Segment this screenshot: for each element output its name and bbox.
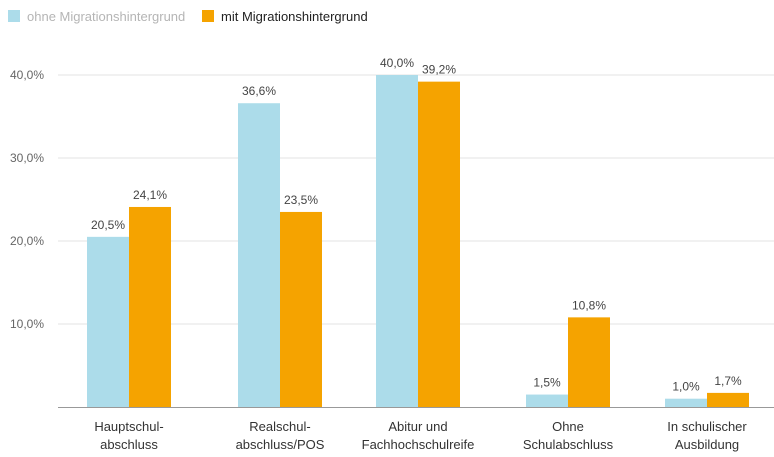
x-category-label: Abitur und Fachhochschulreife <box>362 419 475 452</box>
y-tick-label: 20,0% <box>10 234 44 248</box>
bar-mit-1 <box>280 211 322 407</box>
data-label: 1,7% <box>714 374 742 388</box>
data-label: 24,1% <box>133 188 167 202</box>
bar-ohne-1 <box>238 103 280 407</box>
data-label: 1,0% <box>672 380 700 394</box>
bar-mit-3 <box>568 317 610 407</box>
data-label: 23,5% <box>284 193 318 207</box>
x-category-label: Hauptschul-abschluss <box>94 419 163 452</box>
y-tick-label: 10,0% <box>10 317 44 331</box>
x-category-label: In schulischer Ausbildung <box>667 419 747 452</box>
bar-ohne-0 <box>87 236 129 407</box>
legend-label-1: mit Migrationshintergrund <box>221 9 368 24</box>
y-axis-ticks: 10,0% 20,0% 30,0% 40,0% <box>10 68 44 331</box>
legend-label-0: ohne Migrationshintergrund <box>27 9 185 24</box>
data-label: 36,6% <box>242 84 276 98</box>
bar-ohne-4 <box>665 398 707 407</box>
legend-swatch-1 <box>202 10 214 22</box>
legend: ohne Migrationshintergrund mit Migrations… <box>8 9 368 24</box>
legend-swatch-0 <box>8 10 20 22</box>
x-category-label: Realschul-abschluss/POS <box>236 419 325 452</box>
bar-mit-2 <box>418 81 460 407</box>
value-labels: 20,5% 24,1% 36,6% 23,5% 40,0% 39,2% 1,5% 10,8% 1… <box>91 56 742 394</box>
y-tick-label: 40,0% <box>10 68 44 82</box>
data-label: 39,2% <box>422 63 456 77</box>
data-label: 40,0% <box>380 56 414 70</box>
bars <box>87 75 749 407</box>
bar-mit-0 <box>129 206 171 407</box>
bar-ohne-3 <box>526 394 568 407</box>
data-label: 10,8% <box>572 298 606 312</box>
x-category-label: Ohne Schulabschluss <box>523 419 614 452</box>
y-tick-label: 30,0% <box>10 151 44 165</box>
data-label: 20,5% <box>91 218 125 232</box>
x-axis-labels: Hauptschul-abschluss Realschul-abschluss/… <box>94 419 747 452</box>
bar-ohne-2 <box>376 75 418 407</box>
bar-mit-4 <box>707 392 749 407</box>
data-label: 1,5% <box>533 376 561 390</box>
